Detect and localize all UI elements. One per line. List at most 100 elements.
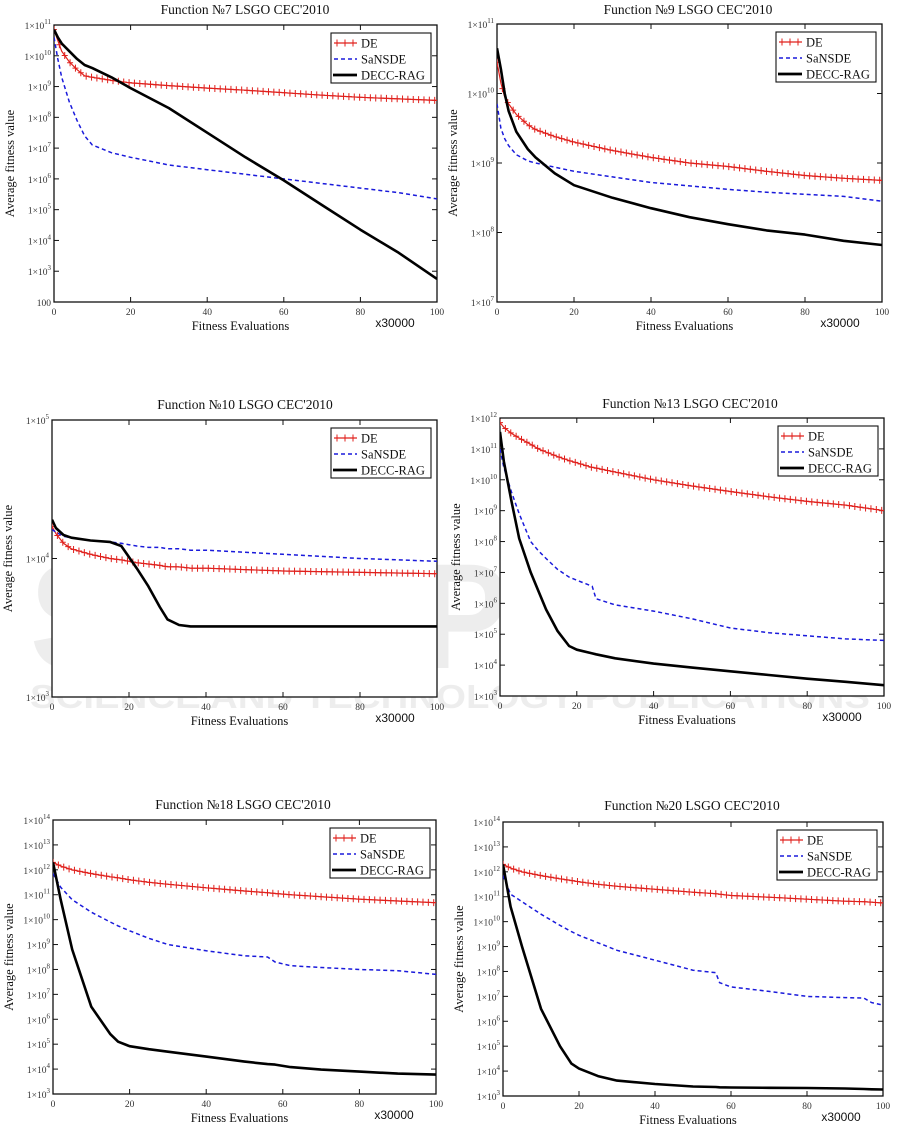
legend-label: DECC-RAG	[808, 462, 872, 476]
de-marker	[521, 868, 528, 876]
legend-item-sansde: SaNSDE	[334, 448, 407, 462]
de-marker	[654, 885, 661, 893]
x-tick-label: 80	[802, 702, 812, 712]
legend-label: SaNSDE	[808, 446, 854, 460]
series-decc-rag	[503, 864, 883, 1091]
y-tick-exponent: 7	[47, 987, 51, 995]
legend-item-de: DE	[334, 37, 378, 51]
de-marker	[189, 882, 196, 890]
de-marker	[798, 497, 805, 505]
de-marker	[319, 91, 326, 99]
de-marker	[867, 898, 874, 906]
legend-marker-de	[781, 432, 787, 440]
y-tick-base: 1×10	[470, 477, 490, 487]
de-marker	[334, 568, 341, 576]
de-marker	[702, 889, 709, 897]
y-tick-base: 1×10	[27, 1091, 47, 1101]
y-tick-label: 1×108	[477, 964, 501, 978]
de-marker	[104, 76, 111, 84]
de-marker	[308, 90, 315, 98]
x-tick-label: 100	[876, 1102, 891, 1112]
de-marker	[108, 873, 115, 881]
de-marker	[114, 874, 121, 882]
y-tick-base: 1×10	[27, 966, 47, 976]
de-marker	[329, 568, 336, 576]
y-tick-base: 1×10	[473, 844, 493, 854]
de-marker	[617, 148, 624, 156]
de-marker	[817, 173, 824, 181]
legend-item-sansde: SaNSDE	[334, 53, 407, 67]
legend-label: DECC-RAG	[807, 866, 871, 880]
de-marker	[725, 163, 732, 171]
x-tick-label: 60	[279, 308, 289, 318]
de-marker	[515, 867, 522, 875]
de-marker	[307, 567, 314, 575]
x-tick-label: 100	[877, 702, 892, 712]
x-tick-label: 60	[726, 1102, 736, 1112]
de-marker	[168, 82, 175, 90]
de-marker	[712, 485, 719, 493]
de-marker	[829, 897, 836, 905]
x-tick-label: 20	[574, 1102, 584, 1112]
de-marker	[760, 492, 767, 500]
de-marker	[771, 894, 778, 902]
de-marker	[787, 894, 794, 902]
de-marker	[627, 883, 634, 891]
de-marker	[415, 96, 422, 104]
de-marker	[243, 887, 250, 895]
de-marker	[862, 504, 869, 512]
de-marker	[655, 155, 662, 163]
y-tick-label: 1×104	[26, 552, 50, 566]
x-tick-label: 0	[495, 308, 500, 318]
de-marker	[329, 92, 336, 100]
de-marker	[819, 499, 826, 507]
de-marker	[119, 556, 126, 564]
legend: DE SaNSDE DECC-RAG	[330, 32, 432, 84]
de-marker	[414, 898, 421, 906]
legend-marker-de	[349, 834, 355, 842]
y-tick-label: 1×1010	[473, 915, 500, 929]
de-marker	[178, 563, 185, 571]
de-marker	[666, 156, 673, 164]
y-tick-exponent: 14	[43, 813, 51, 821]
y-tick-base: 1×10	[25, 22, 45, 32]
de-marker	[280, 567, 287, 575]
de-marker	[88, 73, 95, 81]
de-marker	[526, 869, 533, 877]
de-marker	[280, 890, 287, 898]
legend-marker-de	[341, 834, 347, 842]
de-marker	[781, 894, 788, 902]
de-marker	[135, 877, 142, 885]
x-tick-label: 20	[126, 308, 136, 318]
legend-marker-de	[787, 38, 793, 46]
de-marker	[542, 129, 549, 137]
legend-item-sansde: SaNSDE	[779, 52, 852, 66]
de-marker	[790, 170, 797, 178]
de-marker	[580, 140, 587, 148]
de-marker	[755, 893, 762, 901]
de-marker	[599, 465, 606, 473]
de-marker	[878, 506, 884, 514]
y-tick-base: 1×10	[477, 1043, 497, 1053]
de-marker	[590, 880, 597, 888]
chart-title: Function №9 LSGO CEC'2010	[604, 2, 773, 17]
de-marker	[253, 888, 260, 896]
de-marker	[335, 92, 342, 100]
de-marker	[752, 166, 759, 174]
de-marker	[801, 171, 808, 179]
y-tick-exponent: 11	[44, 18, 51, 26]
series-decc-rag	[54, 29, 437, 280]
de-marker	[505, 863, 512, 871]
y-tick-base: 1×10	[473, 869, 493, 879]
de-marker	[285, 891, 292, 899]
de-marker	[124, 557, 131, 565]
de-marker	[736, 164, 743, 172]
chart-title: Function №18 LSGO CEC'2010	[155, 797, 331, 812]
legend-label: DE	[808, 430, 825, 444]
de-marker	[774, 169, 781, 177]
de-marker	[70, 545, 77, 553]
x-tick-label: 40	[202, 308, 212, 318]
y-tick-base: 100	[37, 299, 52, 309]
de-marker	[232, 565, 239, 573]
